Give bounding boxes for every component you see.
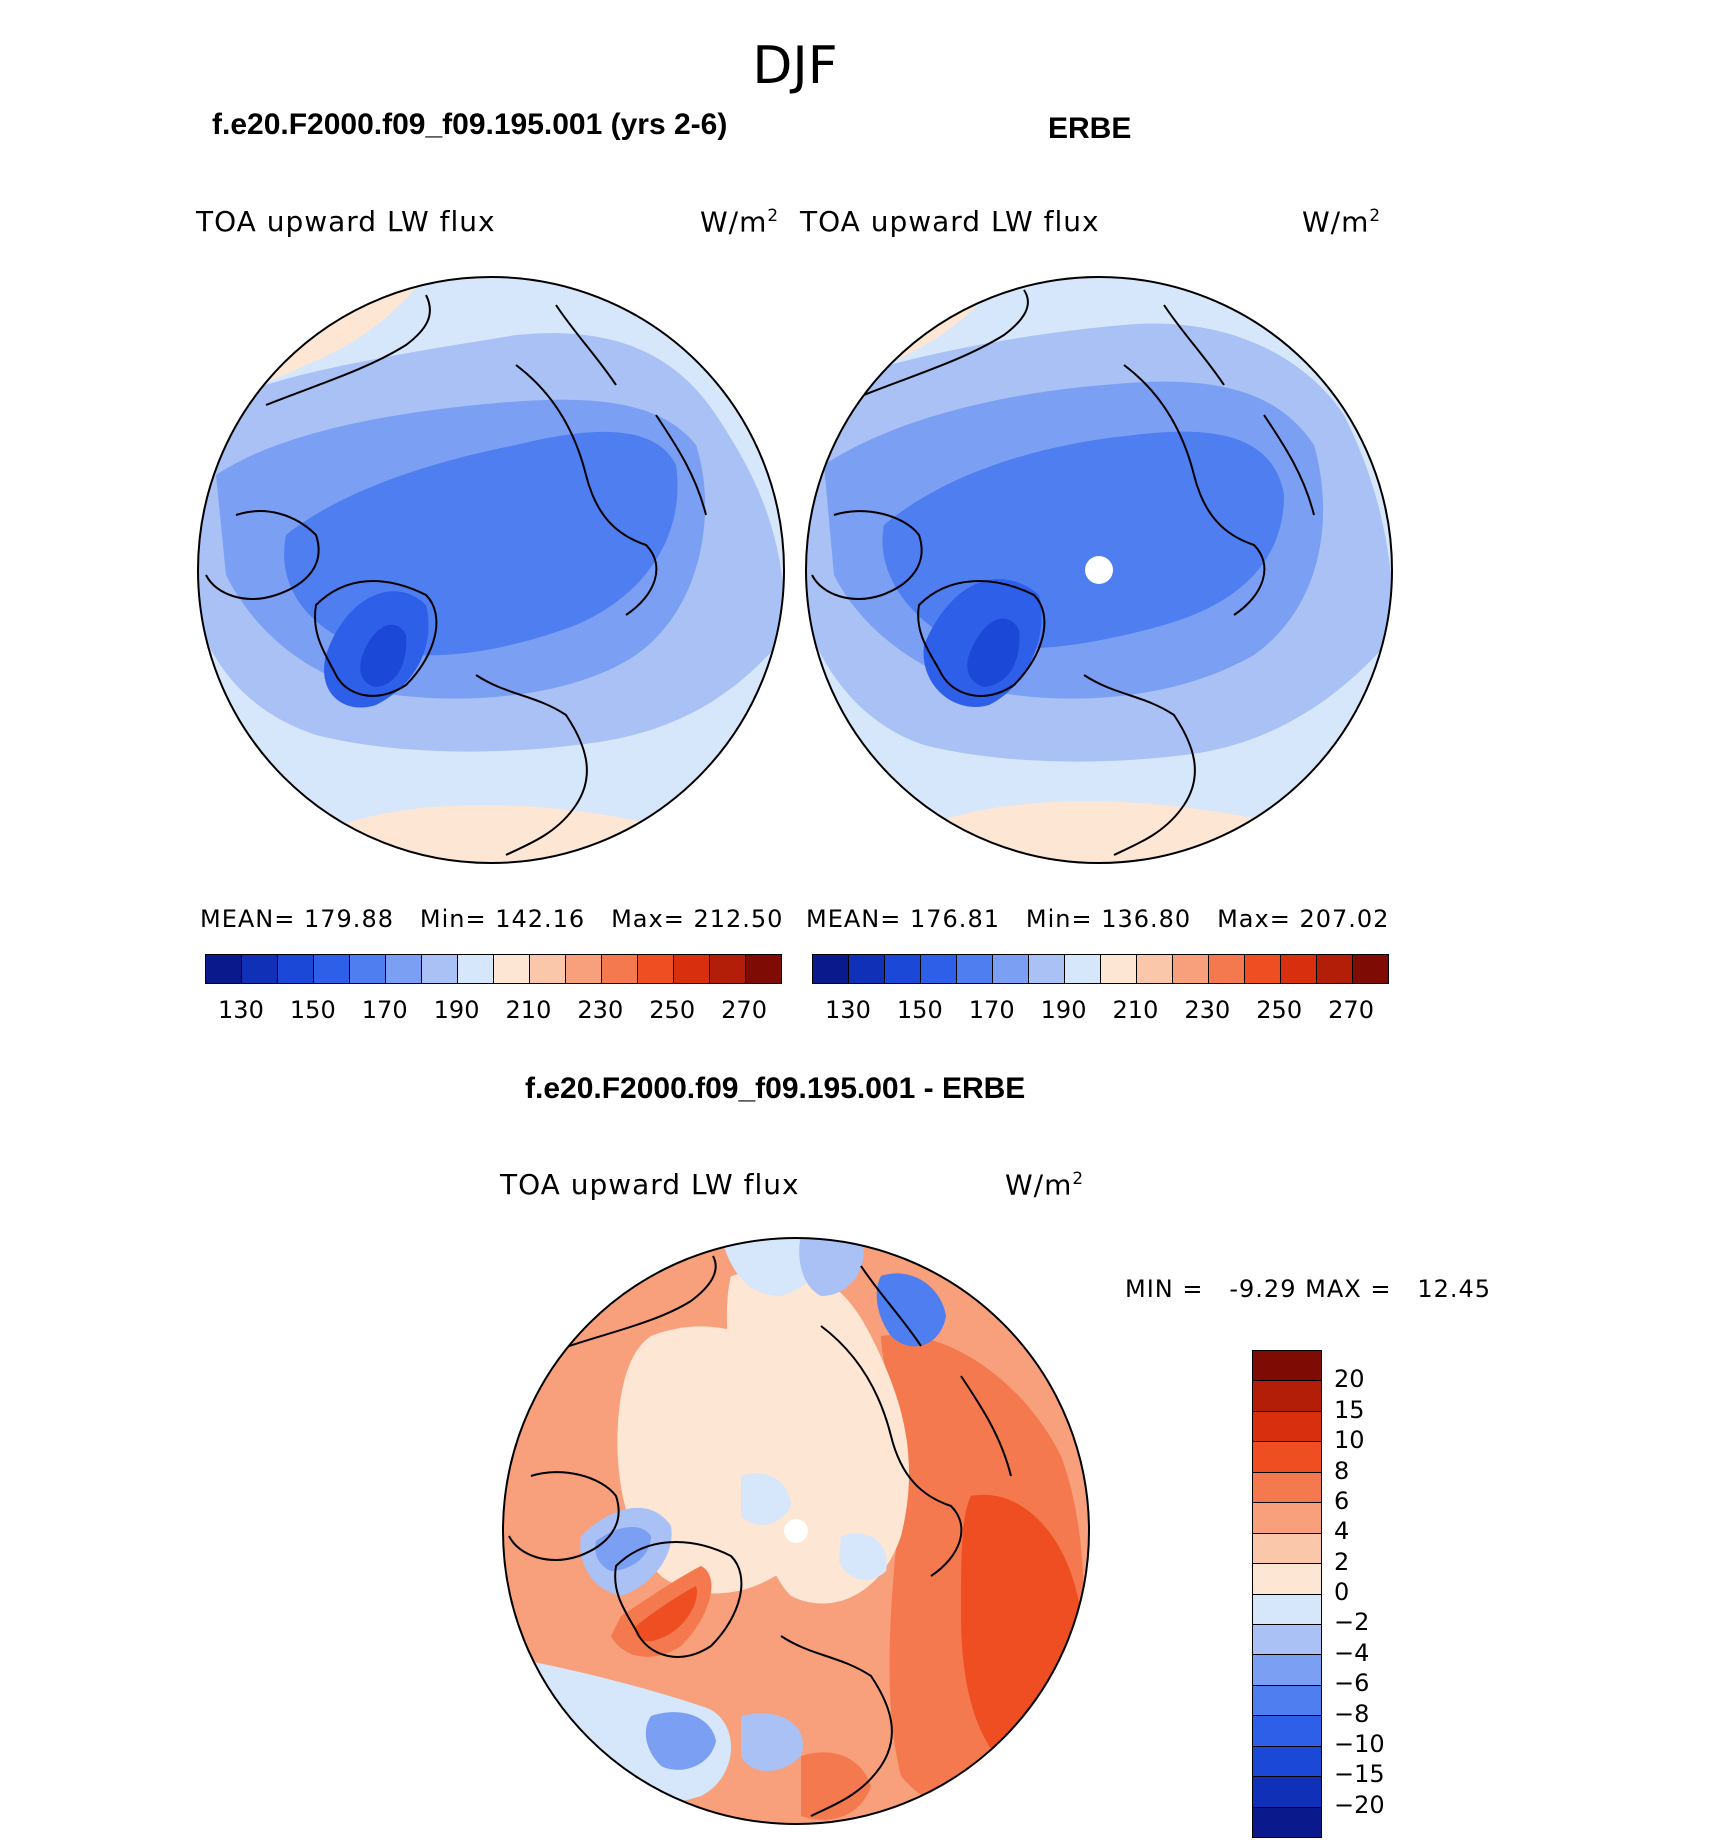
colorbar-swatch [885, 955, 921, 983]
colorbar-swatch [957, 955, 993, 983]
colorbar-swatch [1137, 955, 1173, 983]
colorbar-swatch [1253, 1746, 1321, 1778]
model-variable-label: TOA upward LW flux [196, 205, 496, 238]
model-colorbar [205, 954, 782, 984]
diff-units-label: W/m2 [1005, 1168, 1085, 1202]
colorbar-swatch [993, 955, 1029, 983]
colorbar-swatch [1065, 955, 1101, 983]
colorbar-swatch [1253, 1624, 1321, 1656]
colorbar-tick-label: −15 [1334, 1760, 1385, 1789]
diff-polar-map [502, 1237, 1090, 1825]
colorbar-swatch [638, 955, 674, 983]
diff-variable-label: TOA upward LW flux [500, 1168, 800, 1201]
colorbar-swatch [1173, 955, 1209, 983]
obs-colorbar [812, 954, 1389, 984]
colorbar-tick-label: 8 [1334, 1456, 1350, 1485]
model-stats: MEAN= 179.88 Min= 142.16 Max= 212.50 [200, 905, 784, 933]
colorbar-tick-label: −2 [1334, 1608, 1370, 1637]
colorbar-tick-label: 170 [968, 996, 1015, 1024]
colorbar-tick-label: 0 [1334, 1578, 1350, 1606]
colorbar-tick-label: −6 [1334, 1669, 1370, 1698]
colorbar-tick-label: 10 [1334, 1426, 1365, 1455]
colorbar-swatch [566, 955, 602, 983]
season-title: DJF [752, 36, 838, 96]
colorbar-swatch [1253, 1564, 1321, 1595]
colorbar-swatch [849, 955, 885, 983]
colorbar-swatch [1317, 955, 1353, 983]
colorbar-swatch [386, 955, 422, 983]
colorbar-tick-label: 20 [1334, 1365, 1365, 1394]
colorbar-swatch [1253, 1716, 1321, 1747]
colorbar-swatch [314, 955, 350, 983]
colorbar-swatch [1281, 955, 1317, 983]
colorbar-swatch [350, 955, 386, 983]
colorbar-tick-label: 270 [1328, 996, 1374, 1024]
colorbar-tick-label: −20 [1334, 1790, 1385, 1819]
colorbar-swatch [1209, 955, 1245, 983]
colorbar-swatch [674, 955, 710, 983]
colorbar-swatch [494, 955, 530, 983]
colorbar-tick-label: 210 [505, 996, 552, 1024]
obs-variable-label: TOA upward LW flux [800, 205, 1100, 238]
colorbar-swatch [1253, 1533, 1321, 1565]
colorbar-swatch [1253, 1777, 1321, 1808]
colorbar-swatch [602, 955, 638, 983]
colorbar-swatch [1253, 1442, 1321, 1473]
colorbar-swatch [1101, 955, 1137, 983]
colorbar-tick-label: −10 [1334, 1729, 1385, 1758]
colorbar-swatch [458, 955, 494, 983]
colorbar-tick-label: 6 [1334, 1486, 1350, 1515]
model-panel-title: f.e20.F2000.f09_f09.195.001 (yrs 2-6) [212, 108, 728, 141]
colorbar-tick-label: 150 [289, 996, 336, 1024]
colorbar-tick-label: 4 [1334, 1517, 1350, 1546]
colorbar-swatch [813, 955, 849, 983]
colorbar-tick-label: 130 [218, 996, 264, 1024]
colorbar-tick-label: 170 [361, 996, 408, 1024]
colorbar-swatch [1253, 1351, 1321, 1382]
colorbar-tick-label: −8 [1334, 1699, 1370, 1728]
colorbar-tick-label: 250 [649, 996, 696, 1024]
colorbar-swatch [921, 955, 957, 983]
diff-minmax: MIN = -9.29 MAX = 12.45 [1125, 1275, 1492, 1303]
colorbar-tick-label: 150 [896, 996, 943, 1024]
obs-stats: MEAN= 176.81 Min= 136.80 Max= 207.02 [806, 905, 1390, 933]
colorbar-tick-label: 190 [433, 996, 480, 1024]
colorbar-tick-label: −4 [1334, 1638, 1370, 1667]
diff-colorbar [1252, 1350, 1322, 1838]
colorbar-swatch [242, 955, 278, 983]
colorbar-tick-label: 15 [1334, 1395, 1365, 1424]
colorbar-tick-label: 270 [721, 996, 767, 1024]
obs-units-label: W/m2 [1302, 205, 1382, 239]
colorbar-swatch [1253, 1503, 1321, 1534]
colorbar-swatch [1253, 1807, 1321, 1837]
model-units-label: W/m2 [700, 205, 780, 239]
colorbar-swatch [1253, 1381, 1321, 1412]
obs-panel-title: ERBE [1048, 112, 1132, 145]
colorbar-tick-label: 210 [1112, 996, 1159, 1024]
colorbar-tick-label: 230 [1184, 996, 1231, 1024]
colorbar-swatch [1253, 1411, 1321, 1443]
colorbar-tick-label: 230 [577, 996, 624, 1024]
colorbar-tick-label: 190 [1040, 996, 1087, 1024]
colorbar-swatch [422, 955, 458, 983]
colorbar-tick-label: 250 [1256, 996, 1303, 1024]
colorbar-swatch [710, 955, 746, 983]
colorbar-swatch [1253, 1655, 1321, 1686]
colorbar-swatch [530, 955, 566, 983]
model-polar-map [197, 276, 785, 864]
obs-polar-map [805, 276, 1393, 864]
colorbar-tick-label: 2 [1334, 1547, 1350, 1576]
colorbar-swatch [1253, 1685, 1321, 1717]
colorbar-swatch [1353, 955, 1388, 983]
colorbar-swatch [1253, 1594, 1321, 1625]
diff-panel-title: f.e20.F2000.f09_f09.195.001 - ERBE [525, 1072, 1026, 1105]
colorbar-tick-label: 130 [825, 996, 871, 1024]
colorbar-swatch [1029, 955, 1065, 983]
colorbar-swatch [746, 955, 781, 983]
colorbar-swatch [278, 955, 314, 983]
colorbar-swatch [1253, 1472, 1321, 1504]
colorbar-swatch [1245, 955, 1281, 983]
colorbar-swatch [206, 955, 242, 983]
